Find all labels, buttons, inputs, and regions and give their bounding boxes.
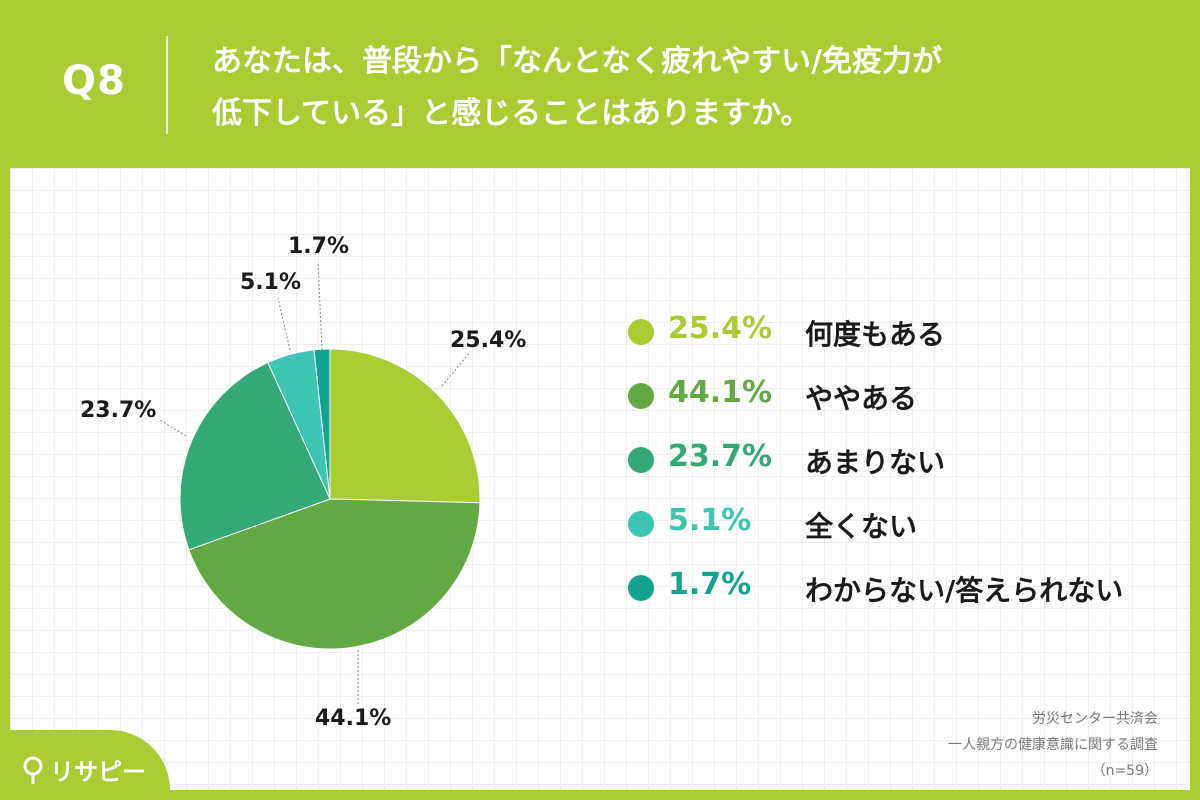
logo-text: リサピー <box>50 758 146 786</box>
legend-item: 5.1% 全くない <box>620 497 1180 561</box>
legend-value: 25.4% <box>668 311 773 346</box>
leader-line <box>441 351 471 387</box>
source-organization: 労災センター共済会 <box>1032 711 1158 727</box>
legend-dot <box>628 575 654 601</box>
legend-label: ややある <box>805 382 918 415</box>
sample-size: （n=59） <box>1091 763 1158 779</box>
source-note: 労災センター共済会 一人親方の健康意識に関する調査 （n=59） <box>948 706 1158 784</box>
question-number: Q8 <box>62 58 126 104</box>
legend-value: 5.1% <box>668 503 752 538</box>
legend-dot <box>628 319 654 345</box>
legend-label: わからない/答えられない <box>805 574 1124 607</box>
legend: 25.4% 何度もある 44.1% ややある 23.7% あまりない 5.1% 全くない 1.7… <box>620 305 1180 625</box>
logo-tab <box>0 730 170 800</box>
legend-dot <box>628 511 654 537</box>
question-line-1: あなたは、普段から「なんとなく疲れやすい/免疫力が <box>212 44 943 79</box>
leader-line <box>317 261 323 351</box>
legend-item: 25.4% 何度もある <box>620 305 1180 369</box>
pie-value-label: 44.1% <box>315 706 392 731</box>
legend-dot <box>628 383 654 409</box>
pie-value-label: 1.7% <box>288 234 350 259</box>
question-text: あなたは、普段から「なんとなく疲れやすい/免疫力が 低下している」と感じることは… <box>212 36 1172 140</box>
pie-slice <box>188 498 481 650</box>
legend-value: 23.7% <box>668 439 773 474</box>
legend-item: 1.7% わからない/答えられない <box>620 561 1180 625</box>
leader-line <box>277 297 291 351</box>
pie-value-label: 25.4% <box>450 328 527 353</box>
header-divider <box>166 36 168 134</box>
pie-slice <box>329 348 481 504</box>
question-line-2: 低下している」と感じることはありますか。 <box>212 96 811 131</box>
legend-label: あまりない <box>805 446 946 479</box>
header: Q8 あなたは、普段から「なんとなく疲れやすい/免疫力が 低下している」と感じる… <box>0 0 1200 165</box>
brand-logo: リサピー <box>22 752 146 787</box>
leader-line <box>159 419 187 437</box>
pie-slice <box>179 361 331 551</box>
source-survey-title: 一人親方の健康意識に関する調査 <box>948 737 1158 753</box>
pie-value-label: 23.7% <box>80 398 157 423</box>
legend-item: 23.7% あまりない <box>620 433 1180 497</box>
pin-icon <box>23 756 43 784</box>
legend-value: 44.1% <box>668 375 773 410</box>
legend-dot <box>628 447 654 473</box>
legend-label: 全くない <box>805 510 918 543</box>
legend-item: 44.1% ややある <box>620 369 1180 433</box>
legend-label: 何度もある <box>805 318 946 351</box>
legend-value: 1.7% <box>668 567 752 602</box>
pie-value-label: 5.1% <box>240 270 302 295</box>
